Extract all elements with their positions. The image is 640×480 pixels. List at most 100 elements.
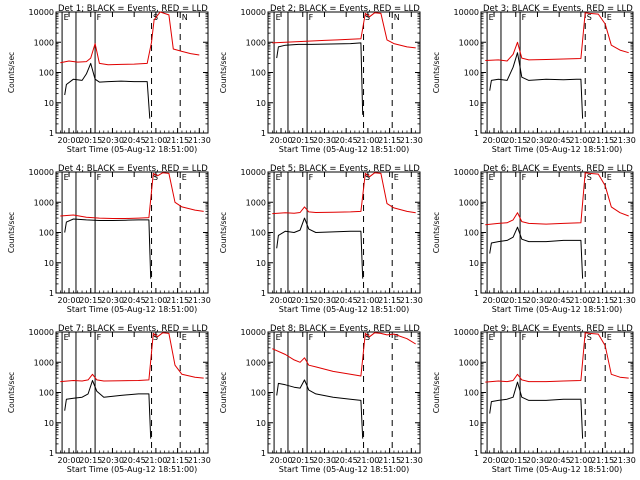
x-tick-label: 21:15 — [166, 296, 189, 305]
x-tick-label: 20:15 — [291, 296, 314, 305]
x-axis-label: Start Time (05-Aug-12 18:51:00) — [279, 305, 410, 314]
x-axis-label: Start Time (05-Aug-12 18:51:00) — [67, 465, 198, 474]
chart-title: Det 3; BLACK = Events, RED = LLD — [483, 4, 633, 14]
marker-label: S — [153, 173, 158, 182]
x-tick-label: 20:00 — [482, 136, 505, 145]
x-tick-label: 20:00 — [57, 136, 80, 145]
y-tick-label: 10000 — [29, 328, 54, 337]
x-tick-label: 21:30 — [400, 296, 423, 305]
marker-label: F — [97, 13, 102, 22]
x-axis-label: Start Time (05-Aug-12 18:51:00) — [492, 305, 623, 314]
series-events — [276, 42, 364, 115]
x-axis-label: Start Time (05-Aug-12 18:51:00) — [492, 145, 623, 154]
x-tick-label: 21:00 — [569, 456, 592, 465]
x-tick-label: 21:30 — [188, 456, 211, 465]
x-tick-label: 20:30 — [313, 296, 336, 305]
series-events — [64, 380, 152, 439]
chart-title: Det 9; BLACK = Events, RED = LLD — [483, 324, 633, 334]
marker-label: E — [607, 333, 612, 342]
x-tick-label: 20:30 — [313, 136, 336, 145]
x-tick-label: 20:30 — [101, 456, 124, 465]
x-tick-label: 20:15 — [79, 136, 102, 145]
panel-2: Det 2; BLACK = Events, RED = LLD 1 10 100 10… — [219, 4, 423, 154]
y-tick-label: 1000 — [246, 38, 266, 47]
marker-label: E — [607, 13, 612, 22]
chart-title: Det 5; BLACK = Events, RED = LLD — [270, 164, 420, 174]
y-tick-label: 10 — [469, 99, 479, 108]
x-tick-label: 20:30 — [526, 456, 549, 465]
y-axis-label: Counts/sec — [219, 212, 228, 253]
x-tick-label: 20:30 — [101, 296, 124, 305]
panel-9: Det 9; BLACK = Events, RED = LLD 1 10 100 10… — [432, 324, 636, 474]
x-tick-label: 21:00 — [569, 296, 592, 305]
y-tick-label: 100 — [251, 389, 266, 398]
x-tick-label: 21:00 — [356, 136, 379, 145]
x-tick-label: 21:15 — [378, 136, 401, 145]
plot-frame — [267, 331, 421, 454]
y-tick-label: 10 — [44, 259, 54, 268]
series-events — [489, 381, 584, 439]
series-events — [276, 217, 364, 279]
x-tick-label: 21:15 — [378, 456, 401, 465]
series-lld — [60, 332, 204, 383]
panel-3: Det 3; BLACK = Events, RED = LLD 1 10 100 10… — [432, 4, 636, 154]
y-tick-label: 1 — [474, 129, 479, 138]
plot-frame — [55, 11, 209, 134]
x-axis-label: Start Time (05-Aug-12 18:51:00) — [492, 465, 623, 474]
x-tick-label: 21:00 — [356, 296, 379, 305]
marker-label: E — [394, 173, 399, 182]
marker-label: N — [182, 13, 188, 22]
plot-frame — [480, 171, 634, 294]
y-axis-label: Counts/sec — [219, 372, 228, 413]
y-tick-label: 100 — [39, 389, 54, 398]
marker-label: E — [182, 173, 187, 182]
marker-label: S — [365, 173, 370, 182]
x-tick-label: 21:30 — [400, 456, 423, 465]
x-tick-label: 21:00 — [144, 136, 167, 145]
marker-label: S — [587, 13, 592, 22]
y-tick-label: 10 — [44, 419, 54, 428]
x-tick-label: 20:00 — [57, 296, 80, 305]
panel-1: Det 1; BLACK = Events, RED = LLD 1 10 100 10… — [7, 4, 211, 154]
series-lld — [272, 332, 416, 377]
x-tick-label: 21:30 — [400, 136, 423, 145]
x-tick-label: 20:15 — [504, 136, 527, 145]
y-tick-label: 100 — [39, 229, 54, 238]
x-tick-label: 21:30 — [613, 296, 636, 305]
x-tick-label: 21:15 — [591, 456, 614, 465]
y-tick-label: 100 — [251, 69, 266, 78]
y-axis-label: Counts/sec — [432, 372, 441, 413]
y-tick-label: 1000 — [459, 198, 479, 207]
x-axis-label: Start Time (05-Aug-12 18:51:00) — [279, 145, 410, 154]
series-lld — [485, 172, 629, 226]
plot-frame — [480, 11, 634, 134]
x-tick-label: 20:45 — [548, 136, 571, 145]
y-axis-label: Counts/sec — [432, 212, 441, 253]
y-tick-label: 10000 — [454, 328, 479, 337]
series-events — [489, 226, 584, 279]
x-tick-label: 20:00 — [57, 456, 80, 465]
x-tick-label: 20:45 — [335, 136, 358, 145]
marker-label: F — [97, 333, 102, 342]
y-axis-label: Counts/sec — [432, 52, 441, 93]
y-tick-label: 1 — [49, 449, 54, 458]
marker-label: N — [394, 13, 400, 22]
y-tick-label: 10000 — [241, 8, 266, 17]
series-lld — [272, 12, 416, 49]
series-lld — [485, 12, 629, 62]
x-tick-label: 21:15 — [591, 296, 614, 305]
y-tick-label: 10000 — [454, 168, 479, 177]
x-tick-label: 20:45 — [335, 296, 358, 305]
marker-label: E — [276, 333, 281, 342]
marker-label: E — [394, 333, 399, 342]
y-tick-label: 10000 — [29, 8, 54, 17]
y-tick-label: 1000 — [34, 198, 54, 207]
x-tick-label: 20:00 — [269, 296, 292, 305]
x-tick-label: 20:15 — [291, 136, 314, 145]
y-tick-label: 10000 — [241, 168, 266, 177]
y-tick-label: 10 — [469, 259, 479, 268]
panel-8: Det 8; BLACK = Events, RED = LLD 1 10 100 10… — [219, 324, 423, 474]
marker-label: F — [309, 333, 314, 342]
x-tick-label: 20:45 — [123, 296, 146, 305]
